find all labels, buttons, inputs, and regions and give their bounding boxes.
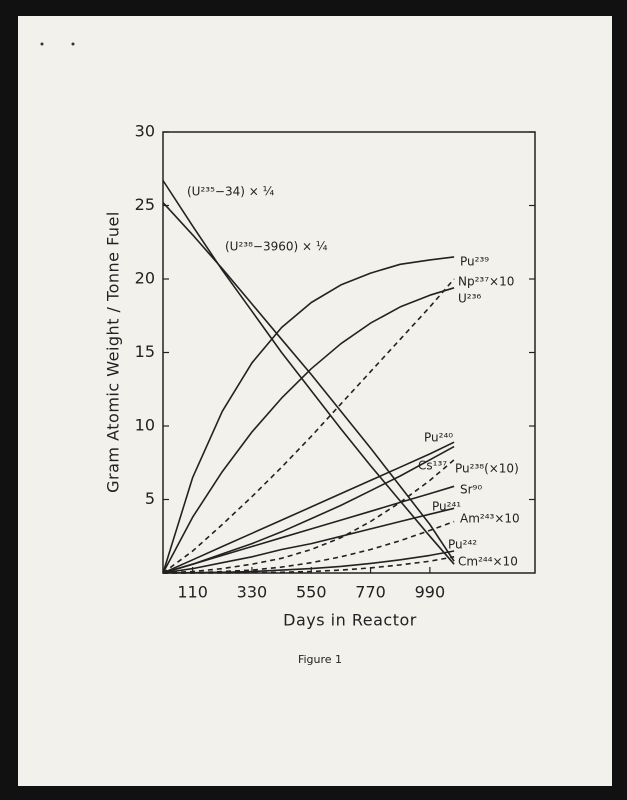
- series-line: [162, 445, 455, 574]
- y-tick-label: 5: [145, 489, 155, 508]
- series-label: Sr⁹⁰: [460, 483, 482, 497]
- series-line: [162, 485, 455, 574]
- series-label: (U²³⁵−34) × ¼: [187, 185, 275, 199]
- series-label: Pu²⁴¹: [432, 500, 461, 514]
- series-label: U²³⁶: [458, 292, 481, 306]
- series-line: [163, 556, 455, 574]
- x-tick-label: 330: [237, 583, 268, 602]
- y-tick-label: 25: [135, 195, 155, 214]
- series-label: Cs¹³⁷: [418, 459, 447, 473]
- speck: [40, 42, 44, 46]
- series-line: [162, 287, 455, 574]
- series-line: [162, 459, 455, 574]
- series-label: Np²³⁷×10: [458, 275, 514, 289]
- series-label: (U²³⁸−3960) × ¼: [225, 240, 328, 254]
- y-tick-label: 10: [135, 416, 155, 435]
- series-label: Am²⁴³×10: [460, 512, 520, 526]
- y-tick-label: 20: [135, 269, 155, 288]
- y-axis-title: Gram Atomic Weight / Tonne Fuel: [104, 211, 123, 493]
- x-tick-label: 550: [296, 583, 327, 602]
- series-line: [162, 441, 455, 574]
- x-tick-label: 990: [415, 583, 446, 602]
- series-label: Pu²⁴⁰: [424, 431, 453, 445]
- series-line: [162, 180, 455, 565]
- series-line: [162, 256, 455, 574]
- figure-caption: Figure 1: [298, 653, 342, 666]
- y-tick-label: 15: [135, 342, 155, 361]
- series-line: [162, 278, 455, 574]
- series-label: Pu²³⁸(×10): [455, 462, 519, 476]
- series-label: Cm²⁴⁴×10: [458, 555, 518, 569]
- speck: [71, 42, 75, 46]
- series-label: Pu²⁴²: [448, 538, 477, 552]
- paper: [18, 16, 612, 786]
- x-axis-title: Days in Reactor: [283, 611, 417, 630]
- x-tick-label: 110: [177, 583, 208, 602]
- series-line: [162, 507, 455, 574]
- y-tick-label: 30: [135, 122, 155, 141]
- series-label: Pu²³⁹: [460, 255, 489, 269]
- x-tick-label: 770: [355, 583, 386, 602]
